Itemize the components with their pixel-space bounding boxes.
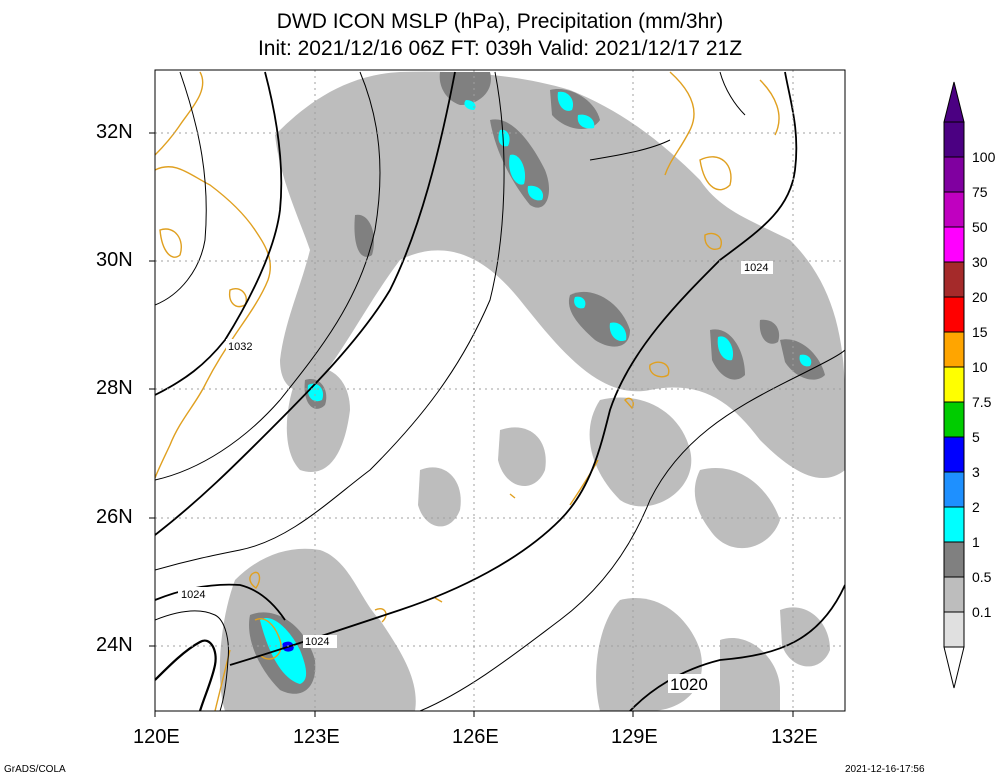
colorbar-level-label: 10 — [972, 359, 988, 375]
footer-timestamp: 2021-12-16-17:56 — [845, 764, 925, 775]
colorbar-swatch — [943, 541, 965, 578]
lon-label-129e: 129E — [611, 726, 658, 748]
lat-label-32n: 32N — [96, 121, 133, 143]
map-subtitle: Init: 2021/12/16 06Z FT: 039h Valid: 202… — [257, 37, 743, 60]
colorbar-level-label: 15 — [972, 324, 988, 340]
colorbar-level-label: 100 — [972, 149, 996, 165]
colorbar-swatch — [943, 471, 965, 508]
colorbar-level-label: 5 — [972, 429, 980, 445]
lon-label-132e: 132E — [771, 726, 818, 748]
colorbar-level-label: 1 — [972, 534, 980, 550]
colorbar-level-label: 0.5 — [972, 569, 992, 585]
colorbar-swatch — [943, 296, 965, 333]
contour-label-1032: 1032 — [228, 341, 252, 353]
contour-label-1024-south: 1024 — [305, 636, 329, 648]
colorbar-swatch — [943, 401, 965, 438]
colorbar-level-label: 50 — [972, 219, 988, 235]
lat-label-30n: 30N — [96, 249, 133, 271]
colorbar-level-label: 20 — [972, 289, 988, 305]
map-title: DWD ICON MSLP (hPa), Precipitation (mm/3… — [276, 10, 724, 33]
colorbar-level-label: 30 — [972, 254, 988, 270]
lat-label-28n: 28N — [96, 377, 133, 399]
lon-label-120e: 120E — [133, 726, 180, 748]
colorbar-level-label: 0.1 — [972, 604, 992, 620]
colorbar-swatch — [943, 366, 965, 403]
colorbar-swatch — [943, 506, 965, 543]
colorbar-level-label: 3 — [972, 464, 980, 480]
lon-label-123e: 123E — [293, 726, 340, 748]
axis-ticks — [149, 132, 794, 717]
lon-label-126e: 126E — [452, 726, 499, 748]
colorbar-swatch — [943, 191, 965, 228]
colorbar-level-label: 75 — [972, 184, 988, 200]
coastlines — [155, 71, 780, 711]
contour-label-1020: 1020 — [670, 675, 708, 694]
isobars — [155, 71, 845, 711]
colorbar-swatch — [943, 121, 965, 158]
colorbar-max-arrow — [943, 81, 965, 123]
colorbar-level-label: 2 — [972, 499, 980, 515]
colorbar-swatch — [943, 436, 965, 473]
map-frame — [154, 69, 846, 712]
colorbar-swatch — [943, 261, 965, 298]
colorbar-min-arrow — [943, 646, 965, 689]
colorbar-swatch — [943, 156, 965, 193]
lat-label-26n: 26N — [96, 506, 133, 528]
precip-heavy-areas — [260, 91, 812, 684]
footer-software: GrADS/COLA — [4, 764, 66, 775]
colorbar-swatch — [943, 611, 965, 648]
contour-label-1024-west: 1024 — [181, 589, 205, 601]
colorbar-level-label: 7.5 — [972, 394, 992, 410]
lat-label-24n: 24N — [96, 634, 133, 656]
colorbar-swatch — [943, 331, 965, 368]
colorbar-swatch — [943, 576, 965, 613]
isobar-labels: 1032 1024 1024 1024 1020 — [178, 261, 773, 694]
contour-label-1024-east: 1024 — [744, 262, 768, 274]
colorbar-swatch — [943, 226, 965, 263]
